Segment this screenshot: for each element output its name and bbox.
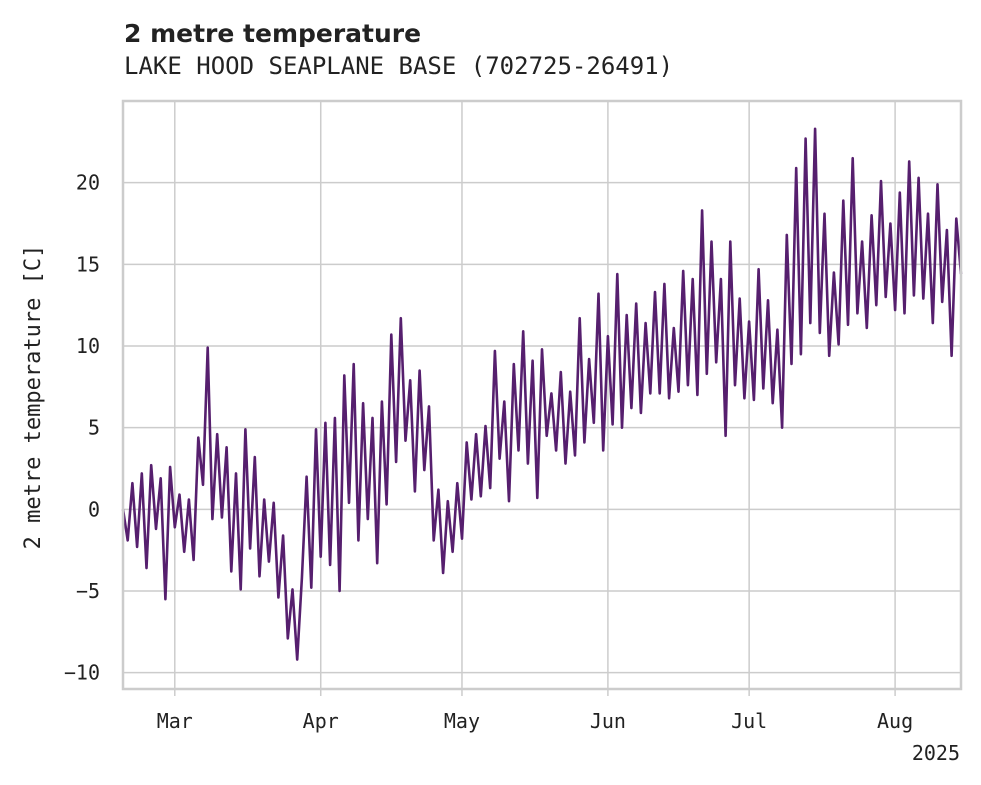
plot-frame: [121, 99, 963, 691]
x-tick-label: Apr: [303, 709, 339, 733]
y-tick-labels: −10 −5 0 5 10 15 20: [64, 171, 100, 685]
x-tick-label: Aug: [877, 709, 913, 733]
chart-subtitle: LAKE HOOD SEAPLANE BASE (702725-26491): [124, 52, 673, 80]
y-tick-label: 5: [88, 416, 100, 440]
temperature-series-line: [121, 127, 963, 661]
y-tick-label: 20: [76, 171, 100, 195]
y-axis-label: 2 metre temperature [C]: [21, 245, 46, 550]
y-tick-label: −5: [76, 579, 100, 603]
grid: [123, 101, 961, 696]
y-tick-label: −10: [64, 661, 100, 685]
y-tick-label: 15: [76, 252, 100, 276]
chart-title: 2 metre temperature: [124, 19, 421, 48]
y-tick-label: 10: [76, 334, 100, 358]
x-tick-label: Jun: [590, 709, 626, 733]
series-layer: [121, 127, 963, 661]
x-year-label: 2025: [912, 741, 960, 765]
x-tick-label: May: [444, 709, 480, 733]
x-tick-label: Mar: [157, 709, 193, 733]
x-tick-label: Jul: [731, 709, 767, 733]
y-tick-label: 0: [88, 497, 100, 521]
x-tick-labels: Mar Apr May Jun Jul Aug: [157, 709, 913, 733]
